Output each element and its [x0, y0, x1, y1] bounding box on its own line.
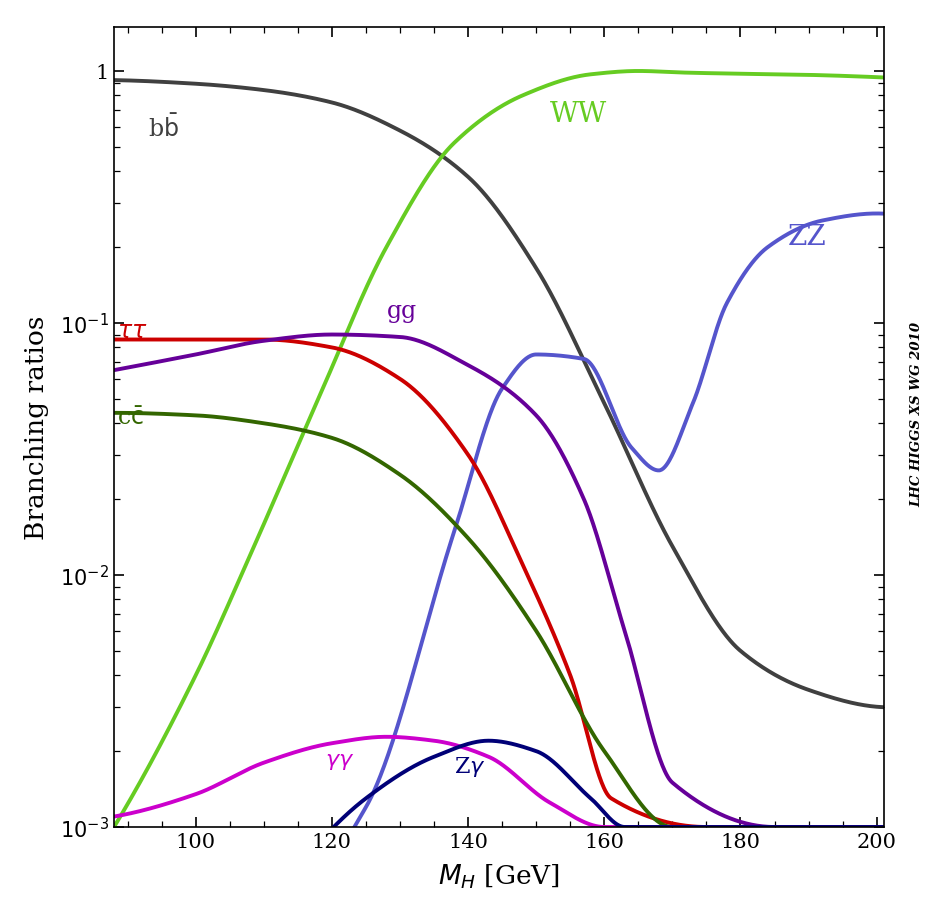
Text: LHC HIGGS XS WG 2010: LHC HIGGS XS WG 2010 [910, 321, 923, 506]
Text: gg: gg [387, 300, 417, 323]
Text: c$\bar{\rm c}$: c$\bar{\rm c}$ [118, 407, 144, 430]
Text: $\gamma\gamma$: $\gamma\gamma$ [325, 749, 354, 771]
X-axis label: $M_{H}$ [GeV]: $M_{H}$ [GeV] [438, 862, 560, 891]
Text: WW: WW [550, 100, 607, 128]
Text: Z$\gamma$: Z$\gamma$ [454, 754, 486, 777]
Text: ZZ: ZZ [788, 224, 826, 251]
Y-axis label: Branching ratios: Branching ratios [24, 315, 49, 539]
Text: b$\bar{\rm b}$: b$\bar{\rm b}$ [148, 114, 179, 142]
Text: $\tau\tau$: $\tau\tau$ [118, 320, 148, 343]
